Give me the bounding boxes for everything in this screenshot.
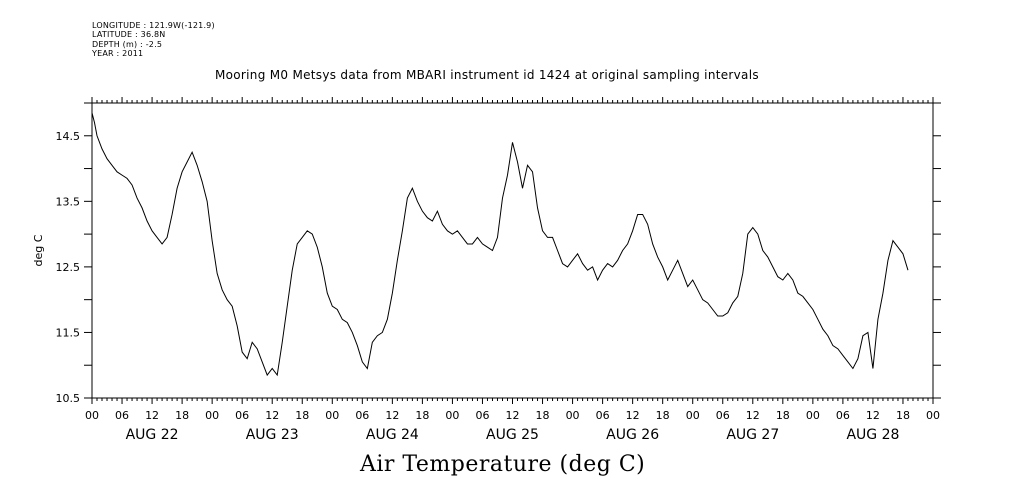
- y-tick-label: 13.5: [56, 195, 81, 208]
- x-tick-label: 12: [506, 409, 520, 422]
- chart-title: Mooring M0 Metsys data from MBARI instru…: [215, 68, 759, 82]
- day-label: AUG 24: [366, 427, 419, 443]
- x-tick-label: 00: [325, 409, 339, 422]
- day-label: AUG 25: [486, 427, 539, 443]
- latitude-text: LATITUDE : 36.8N: [92, 30, 166, 40]
- x-tick-label: 00: [806, 409, 820, 422]
- x-tick-label: 06: [235, 409, 249, 422]
- day-label: AUG 26: [606, 427, 659, 443]
- x-tick-label: 00: [205, 409, 219, 422]
- x-tick-label: 18: [656, 409, 670, 422]
- longitude-text: LONGITUDE : 121.9W(-121.9): [92, 21, 215, 30]
- series-line: [91, 112, 909, 377]
- x-tick-label: 18: [536, 409, 550, 422]
- x-tick-label: 18: [776, 409, 790, 422]
- x-tick-label: 18: [295, 409, 309, 422]
- x-tick-label: 00: [926, 409, 940, 422]
- metadata-block: LONGITUDE : 121.9W(-121.9) LATITUDE : 36…: [92, 21, 215, 59]
- x-tick-label: 12: [746, 409, 760, 422]
- x-tick-label: 06: [115, 409, 129, 422]
- x-tick-label: 18: [896, 409, 910, 422]
- x-tick-label: 00: [445, 409, 459, 422]
- x-tick-label: 12: [265, 409, 279, 422]
- x-tick-label: 00: [566, 409, 580, 422]
- x-tick-label: 12: [866, 409, 880, 422]
- x-tick-label: 18: [175, 409, 189, 422]
- plot-frame: [91, 102, 934, 399]
- x-tick-label: 06: [596, 409, 610, 422]
- y-tick-label: 11.5: [56, 326, 81, 339]
- variable-label: Air Temperature (deg C): [360, 452, 646, 477]
- x-tick-label: 12: [626, 409, 640, 422]
- x-tick-label: 18: [415, 409, 429, 422]
- day-label: AUG 27: [726, 427, 779, 443]
- y-tick-label: 10.5: [56, 392, 81, 405]
- x-tick-label: 06: [836, 409, 850, 422]
- y-tick-label: 14.5: [56, 130, 81, 143]
- year-text: YEAR : 2011: [92, 49, 144, 59]
- x-tick-label: 06: [475, 409, 489, 422]
- day-label: AUG 23: [246, 427, 299, 443]
- day-label: AUG 22: [126, 427, 179, 443]
- day-label: AUG 28: [846, 427, 899, 443]
- x-tick-label: 12: [145, 409, 159, 422]
- x-tick-label: 06: [355, 409, 369, 422]
- depth-text: DEPTH (m) : -2.5: [92, 39, 163, 49]
- x-tick-label: 12: [385, 409, 399, 422]
- y-tick-label: 12.5: [56, 261, 81, 274]
- y-axis-label: deg C: [32, 234, 45, 266]
- x-tick-label: 00: [686, 409, 700, 422]
- x-tick-label: 00: [85, 409, 99, 422]
- x-tick-label: 06: [716, 409, 730, 422]
